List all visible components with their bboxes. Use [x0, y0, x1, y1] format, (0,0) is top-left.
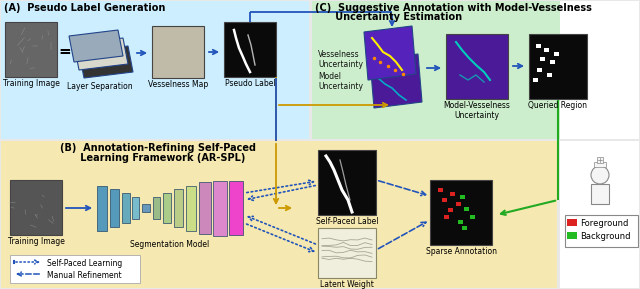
- Text: Self-Paced Learning: Self-Paced Learning: [47, 259, 122, 268]
- Polygon shape: [537, 68, 542, 72]
- Bar: [213, 181, 227, 236]
- Bar: [5, 22, 57, 77]
- Bar: [152, 26, 204, 78]
- Bar: [458, 220, 463, 224]
- Polygon shape: [69, 30, 123, 62]
- Bar: [174, 189, 183, 227]
- Bar: [153, 197, 160, 219]
- Bar: [199, 182, 211, 234]
- Bar: [591, 184, 609, 204]
- Text: Segmentation Model: Segmentation Model: [131, 240, 210, 249]
- Bar: [1, 1, 309, 139]
- Bar: [163, 193, 171, 223]
- Polygon shape: [544, 48, 549, 52]
- Text: Model-Vesselness
Uncertainty: Model-Vesselness Uncertainty: [444, 101, 511, 121]
- Polygon shape: [547, 73, 552, 77]
- Bar: [567, 219, 577, 226]
- Bar: [10, 255, 140, 283]
- Text: Foreground: Foreground: [580, 219, 628, 228]
- Bar: [464, 207, 469, 211]
- Bar: [438, 188, 443, 192]
- Bar: [456, 202, 461, 206]
- Text: (B)  Annotation-Refining Self-Paced: (B) Annotation-Refining Self-Paced: [60, 143, 256, 153]
- Bar: [430, 180, 492, 245]
- Bar: [122, 193, 130, 223]
- Bar: [132, 197, 139, 219]
- Bar: [186, 186, 196, 231]
- Bar: [462, 226, 467, 230]
- Text: Latent Weight: Latent Weight: [320, 280, 374, 289]
- Text: Model
Uncertainty: Model Uncertainty: [318, 72, 363, 91]
- Polygon shape: [536, 44, 541, 48]
- Polygon shape: [533, 78, 538, 82]
- Polygon shape: [550, 60, 555, 64]
- Polygon shape: [79, 46, 133, 78]
- Bar: [224, 22, 276, 77]
- Bar: [1, 141, 557, 288]
- Bar: [229, 181, 243, 235]
- Text: Vesselness
Uncertainty: Vesselness Uncertainty: [318, 50, 363, 69]
- Polygon shape: [370, 54, 422, 108]
- Text: (C)  Suggestive Annotation with Model-Vesselness: (C) Suggestive Annotation with Model-Ves…: [315, 3, 592, 13]
- Bar: [444, 215, 449, 219]
- Bar: [446, 34, 508, 99]
- Text: Training Image: Training Image: [3, 79, 60, 88]
- Bar: [97, 186, 107, 231]
- Polygon shape: [554, 52, 559, 56]
- Bar: [10, 180, 62, 235]
- Text: Layer Separation: Layer Separation: [67, 82, 133, 91]
- Bar: [529, 34, 587, 99]
- Bar: [448, 208, 453, 212]
- Bar: [560, 1, 639, 139]
- Circle shape: [591, 166, 609, 184]
- Text: Background: Background: [580, 232, 630, 241]
- Bar: [597, 157, 603, 163]
- Text: Training Image: Training Image: [8, 237, 65, 246]
- Bar: [318, 228, 376, 278]
- Bar: [450, 192, 455, 196]
- Bar: [460, 195, 465, 199]
- Text: =: =: [59, 45, 72, 60]
- Bar: [312, 1, 639, 139]
- Text: Sparse Annotation: Sparse Annotation: [426, 247, 497, 256]
- Bar: [110, 189, 119, 227]
- Text: (A)  Pseudo Label Generation: (A) Pseudo Label Generation: [4, 3, 165, 13]
- Bar: [594, 162, 606, 167]
- Polygon shape: [540, 57, 545, 61]
- Bar: [560, 141, 639, 288]
- Text: Pseudo Label: Pseudo Label: [225, 79, 275, 88]
- Text: Manual Refinement: Manual Refinement: [47, 271, 122, 280]
- Text: Uncertainty Estimation: Uncertainty Estimation: [315, 12, 462, 22]
- Bar: [567, 232, 577, 239]
- Text: Queried Region: Queried Region: [529, 101, 588, 110]
- Bar: [442, 198, 447, 202]
- Bar: [318, 150, 376, 215]
- Text: Learning Framework (AR-SPL): Learning Framework (AR-SPL): [60, 153, 245, 163]
- Text: Self-Paced Label: Self-Paced Label: [316, 217, 378, 226]
- Text: Vesselness Map: Vesselness Map: [148, 80, 208, 89]
- Polygon shape: [74, 38, 128, 70]
- Bar: [142, 204, 150, 212]
- Polygon shape: [364, 26, 416, 80]
- Bar: [565, 215, 638, 247]
- Bar: [470, 215, 475, 219]
